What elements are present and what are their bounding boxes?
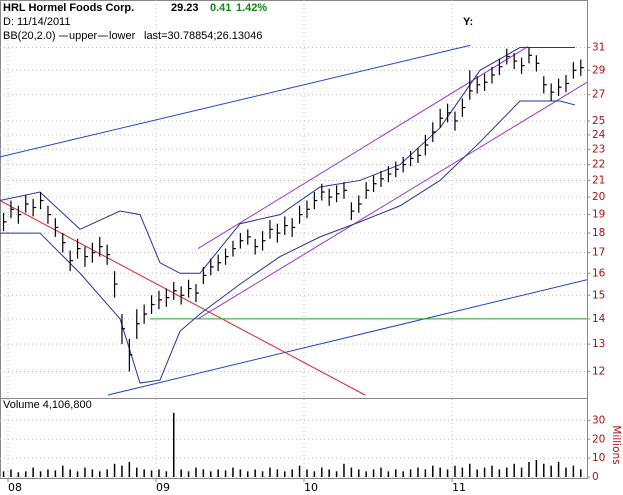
y-tick-label: 13 [592, 338, 605, 350]
volume-axis-label: Millions [610, 425, 622, 464]
y-tick-label: 18 [592, 227, 605, 239]
volume-panel [2, 412, 582, 477]
y-tick-label: 15 [592, 289, 605, 301]
trend-line [197, 81, 587, 320]
y-tick-label: 20 [592, 433, 605, 445]
bollinger-band [0, 100, 576, 384]
x-tick-label: 10 [304, 481, 318, 494]
y-tick-label: 10 [592, 452, 605, 464]
change-pct: 1.42% [236, 2, 267, 14]
price-panel [0, 44, 587, 396]
y-tick-label: 16 [592, 267, 606, 279]
y-tick-label: 17 [592, 247, 605, 259]
axes: 08 09 10 11 12 13 14 15 16 17 18 19 20 21 22 23 24 25 27 29… [7, 42, 606, 494]
symbol-name: HRL Hormel Foods Corp. [3, 2, 134, 14]
y-tick-label: 27 [592, 89, 605, 101]
y-tick-label: 21 [592, 174, 605, 186]
y-tick-label: 20 [592, 191, 605, 203]
legend-entry: lower [109, 30, 136, 42]
y-marker: Y: [463, 16, 473, 28]
trend-line [0, 44, 471, 158]
y-tick-label: 23 [592, 143, 605, 155]
y-tick-label: 25 [592, 115, 605, 127]
x-tick-label: 08 [8, 481, 22, 494]
y-tick-label: 30 [592, 414, 605, 426]
date: D: 11/14/2011 [3, 16, 70, 28]
x-tick-label: 11 [452, 481, 466, 494]
x-tick-label: 09 [156, 481, 170, 494]
bollinger-band [0, 47, 576, 274]
y-tick-label: 29 [592, 64, 605, 76]
y-tick-label: 14 [592, 313, 606, 325]
indicator-note: last=30.78854;26.13046 [144, 30, 262, 42]
y-tick-label: 12 [592, 365, 605, 377]
y-tick-label: 19 [592, 209, 605, 221]
change: 0.41 [210, 2, 231, 14]
volume-title: Volume 4,106,800 [3, 399, 92, 411]
legend-entry: upper [69, 30, 97, 42]
trend-line [107, 279, 587, 396]
y-tick-label: 24 [592, 129, 606, 141]
y-tick-label: 31 [592, 42, 605, 54]
trend-line [0, 200, 366, 396]
y-tick-label: 0 [592, 471, 599, 483]
indicator: BB(20,2.0) [3, 30, 56, 42]
last-price: 29.23 [171, 2, 199, 14]
y-tick-label: 22 [592, 159, 605, 171]
